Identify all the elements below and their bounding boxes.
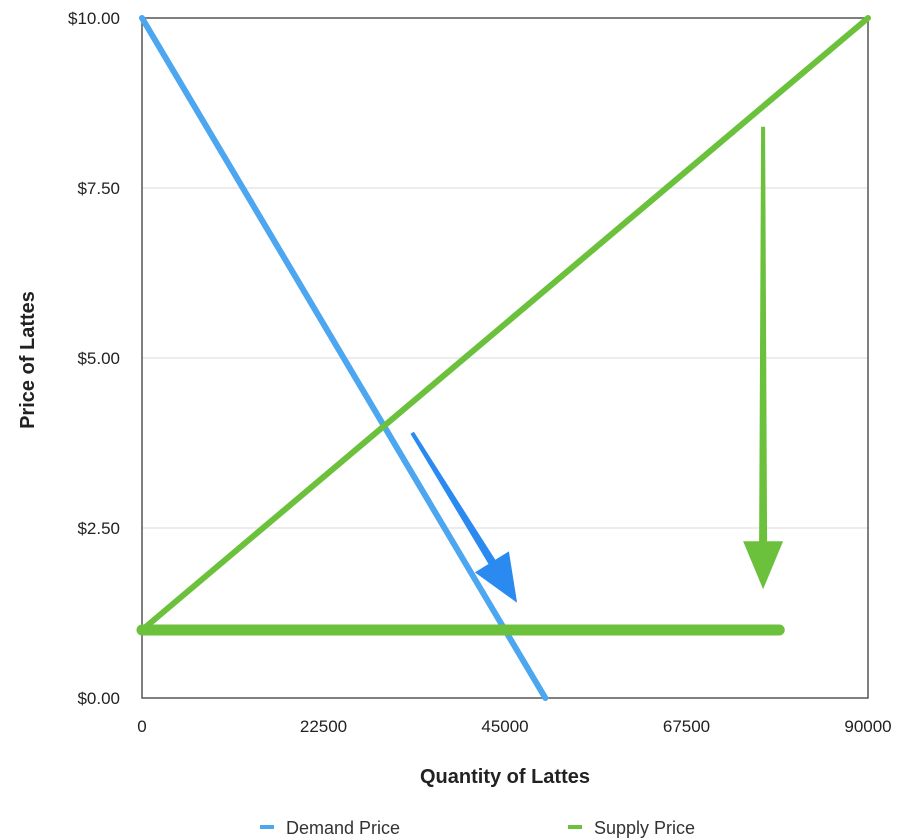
x-tick-label: 67500 (663, 717, 710, 736)
x-tick-label: 0 (137, 717, 146, 736)
series-layer (139, 15, 871, 701)
demand-shift-arrow (410, 431, 518, 603)
x-tick-label: 45000 (481, 717, 528, 736)
y-axis-ticks: $0.00 $2.50 $5.00 $7.50 $10.00 (68, 9, 120, 708)
series-line-supply (139, 15, 871, 633)
legend-label: Supply Price (594, 818, 695, 838)
supply-shift-arrow (743, 126, 784, 590)
x-axis-title: Quantity of Lattes (420, 766, 590, 788)
x-tick-label: 90000 (844, 717, 891, 736)
y-tick-label: $2.50 (77, 519, 120, 538)
y-tick-label: $7.50 (77, 179, 120, 198)
legend-label: Demand Price (286, 818, 400, 838)
series-line-demand (139, 15, 549, 701)
plot-frame (141, 17, 869, 699)
y-axis-title: Price of Lattes (17, 291, 39, 429)
legend: Demand Price Supply Price (260, 818, 695, 838)
x-axis-ticks: 0 22500 45000 67500 90000 (137, 717, 891, 736)
annotation-layer (136, 126, 785, 636)
y-tick-label: $5.00 (77, 349, 120, 368)
y-tick-label: $0.00 (77, 689, 120, 708)
x-tick-label: 22500 (300, 717, 347, 736)
gridlines (142, 187, 868, 529)
y-tick-label: $10.00 (68, 9, 120, 28)
